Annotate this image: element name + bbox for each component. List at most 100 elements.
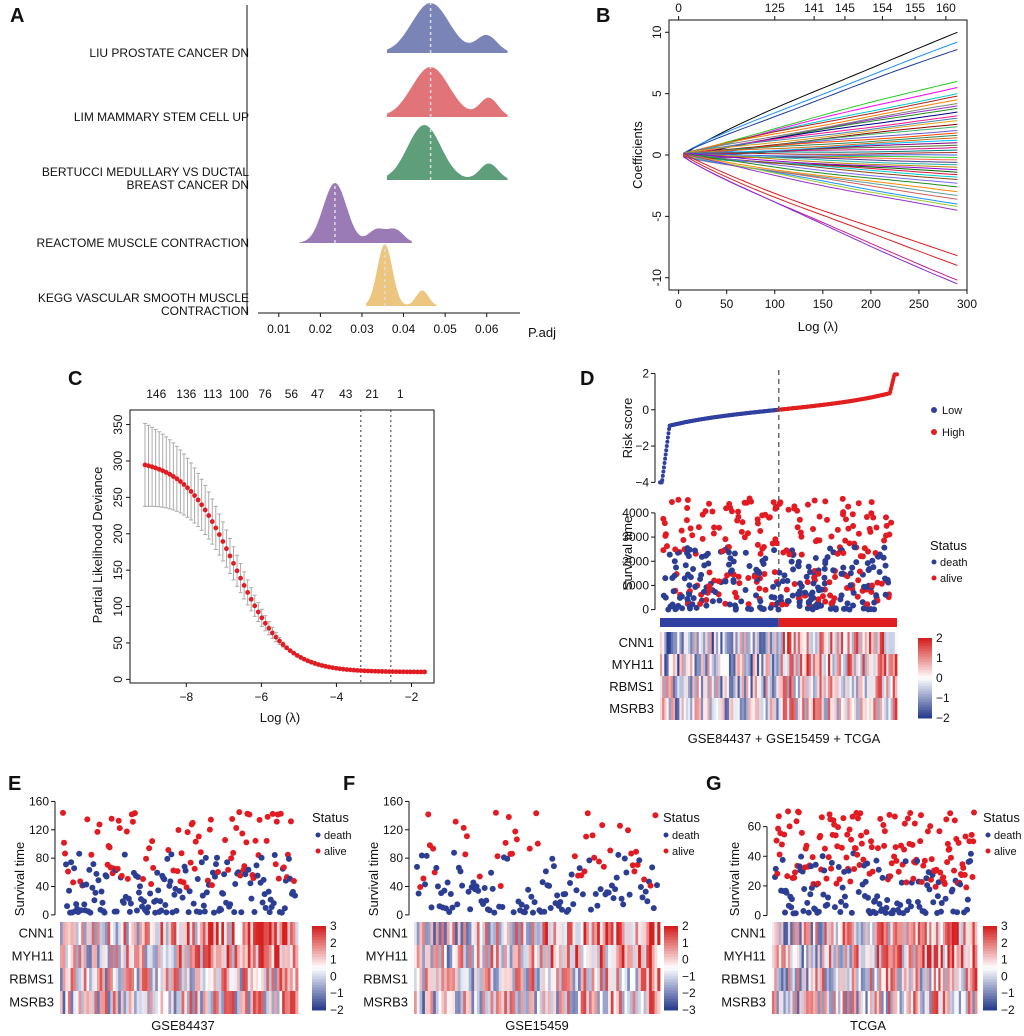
low-group-bar (660, 618, 779, 627)
heatmap-cell (292, 991, 296, 1014)
low-risk-point (660, 478, 665, 483)
heatmap-cell (427, 968, 431, 991)
heatmap-cell (696, 698, 700, 720)
heatmap-cell (490, 945, 494, 968)
colorbar-tick-label: 2 (1001, 936, 1008, 950)
death-sample-point (662, 594, 669, 601)
heatmap-cell (728, 698, 732, 720)
alive-sample-point (927, 876, 934, 883)
heatmap-cell (789, 698, 792, 720)
heatmap-cell (485, 991, 489, 1014)
heatmap-cell (274, 991, 278, 1014)
heatmap-cell (184, 968, 188, 991)
colorbar-segment (918, 691, 932, 695)
heatmap-cell (858, 654, 861, 676)
heatmap-cell (416, 945, 420, 968)
alive-sample-point (761, 570, 768, 577)
heatmap-cell (679, 654, 682, 676)
heatmap-cell (780, 654, 784, 676)
death-sample-point (923, 875, 930, 882)
heatmap-cell (83, 922, 87, 945)
heatmap-cell (806, 676, 810, 698)
colorbar-segment (983, 968, 997, 972)
alive-sample-point (846, 540, 853, 547)
alive-sample-point (143, 855, 150, 862)
heatmap-cell (778, 632, 782, 654)
heatmap-cell (490, 922, 494, 945)
death-sample-point (745, 605, 752, 612)
heatmap-cell (872, 968, 875, 991)
alive-sample-point (668, 499, 675, 506)
death-sample-point (770, 583, 777, 590)
heatmap-cell (605, 968, 609, 991)
heatmap-cell (756, 698, 760, 720)
heatmap-cell (940, 945, 944, 968)
death-sample-point (671, 558, 678, 565)
heatmap-cell (424, 991, 429, 1014)
heatmap-cell (274, 922, 278, 945)
d-status-title: Status (930, 538, 967, 553)
heatmap-cell (776, 991, 780, 1014)
deviance-point (238, 575, 243, 581)
heatmap-cell (713, 632, 717, 654)
heatmap-cell (430, 945, 434, 968)
heatmap-cell (239, 991, 243, 1014)
heatmap-cell (894, 654, 898, 676)
heatmap-cell (210, 968, 214, 991)
deviance-point (224, 546, 229, 552)
alive-sample-point (828, 533, 835, 540)
heatmap-cell (865, 945, 869, 968)
death-sample-point (855, 889, 862, 896)
colorbar-segment (664, 940, 678, 944)
heatmap-cell (965, 945, 969, 968)
death-sample-point (95, 877, 102, 884)
heatmap-cell (787, 991, 791, 1014)
heatmap-cell (457, 991, 461, 1014)
heatmap-cell (73, 922, 77, 945)
heatmap-cell (958, 968, 962, 991)
heatmap-cell (635, 991, 639, 1014)
heatmap-cell (271, 991, 275, 1014)
heatmap-cell (86, 945, 90, 968)
death-sample-point (265, 888, 272, 895)
heatmap-cell (424, 945, 429, 968)
heatmap-cell (556, 968, 560, 991)
alive-sample-point (70, 879, 77, 886)
heatmap-cell (843, 654, 846, 676)
heatmap-cell (160, 991, 164, 1014)
heatmap-cell (157, 968, 161, 991)
heatmap-cell (474, 945, 478, 968)
heatmap-cell (586, 991, 590, 1014)
alive-sample-point (178, 850, 185, 857)
heatmap-cell (718, 676, 721, 698)
alive-sample-point (628, 850, 635, 857)
alive-sample-point (834, 550, 841, 557)
deviance-point (270, 630, 275, 636)
heatmap-cell (537, 945, 541, 968)
death-sample-point (87, 909, 94, 916)
heatmap-cell (897, 945, 900, 968)
c-y-tick-label: 50 (111, 636, 125, 650)
death-sample-point (504, 855, 511, 862)
heatmap-cell (485, 922, 489, 945)
death-sample-point (847, 570, 854, 577)
heatmap-cell (640, 991, 644, 1014)
heatmap-cell (433, 968, 437, 991)
heatmap-cell (815, 968, 818, 991)
heatmap-cell (929, 922, 932, 945)
deviance-point (174, 476, 180, 482)
heatmap-cell (920, 945, 923, 968)
death-sample-point (884, 896, 891, 903)
heatmap-cell (284, 991, 288, 1014)
ridge-density (386, 3, 508, 53)
alive-sample-point (695, 524, 702, 531)
alive-sample-point (891, 853, 898, 860)
heatmap-cell (444, 991, 448, 1014)
heatmap-cell (537, 922, 541, 945)
death-sample-point (807, 891, 814, 898)
death-sample-point (935, 879, 942, 886)
heatmap-cell (438, 968, 442, 991)
gene-row-label: CNN1 (373, 926, 408, 941)
heatmap-cell (888, 698, 891, 720)
heatmap-cell (765, 654, 769, 676)
